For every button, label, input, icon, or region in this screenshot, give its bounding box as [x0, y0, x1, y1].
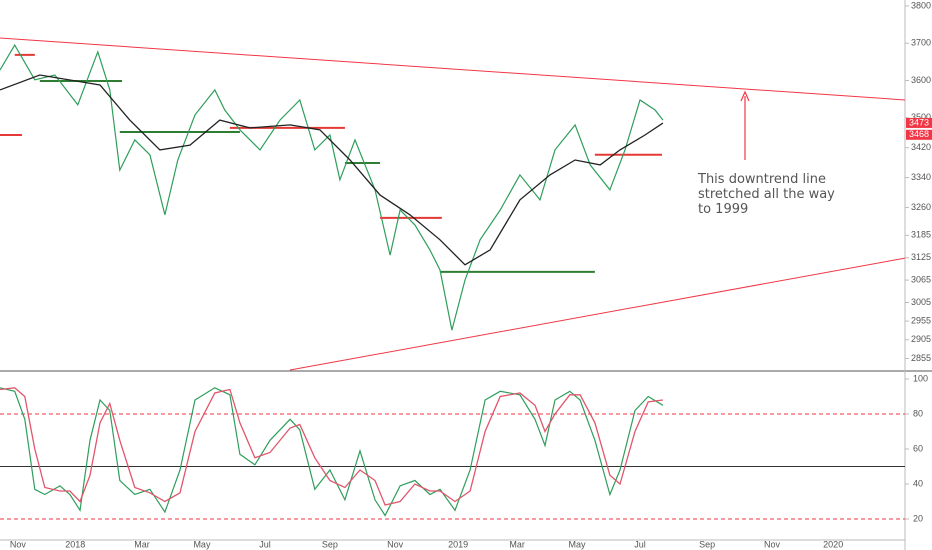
annotation-arrowhead — [740, 90, 750, 102]
y-tick-label: 3600 — [911, 75, 931, 85]
y-tick-label: 3500 — [911, 112, 931, 122]
x-tick-label: Sep — [322, 539, 338, 549]
price-tag-label: 3473 — [909, 117, 929, 127]
x-tick-label: May — [193, 539, 211, 549]
x-tick-label: Sep — [699, 539, 715, 549]
price-tag — [906, 117, 932, 128]
x-tick-label: 2019 — [448, 539, 468, 549]
y-tick-label: 2905 — [911, 334, 931, 344]
y-tick-label: 3340 — [911, 172, 931, 182]
x-tick-label: May — [568, 539, 586, 549]
series-line — [0, 387, 664, 517]
y-tick-label: 3700 — [911, 38, 931, 48]
series-line — [0, 74, 664, 266]
y-tick-label: 3800 — [911, 0, 931, 10]
x-tick-label: Jul — [259, 539, 271, 549]
trendline — [289, 257, 906, 371]
trendline — [0, 37, 906, 101]
y-tick-label: 3005 — [911, 297, 931, 307]
y-tick-label: 60 — [913, 443, 923, 453]
y-tick-label: 3065 — [911, 274, 931, 284]
x-tick-label: 2020 — [823, 539, 843, 549]
y-tick-label: 80 — [913, 408, 923, 418]
series-line — [0, 43, 664, 331]
x-tick-label: Nov — [10, 539, 27, 549]
y-tick-label: 3125 — [911, 252, 931, 262]
x-tick-label: Mar — [134, 539, 150, 549]
y-tick-label: 3260 — [911, 202, 931, 212]
price-tag — [906, 129, 932, 140]
y-tick-label: 3185 — [911, 230, 931, 240]
y-tick-label: 3420 — [911, 142, 931, 152]
series-line — [0, 387, 663, 506]
price-tag-label: 3468 — [909, 129, 929, 139]
y-tick-label: 100 — [913, 373, 928, 383]
y-tick-label: 40 — [913, 478, 923, 488]
annotation: This downtrend line stretched all the wa… — [698, 172, 835, 217]
y-tick-label: 20 — [913, 513, 923, 523]
x-tick-label: Jul — [634, 539, 646, 549]
x-tick-label: Mar — [509, 539, 525, 549]
x-tick-label: Nov — [387, 539, 404, 549]
y-tick-label: 2955 — [911, 316, 931, 326]
x-tick-label: Nov — [764, 539, 781, 549]
x-tick-label: 2018 — [65, 539, 85, 549]
y-tick-label: 2855 — [911, 353, 931, 363]
